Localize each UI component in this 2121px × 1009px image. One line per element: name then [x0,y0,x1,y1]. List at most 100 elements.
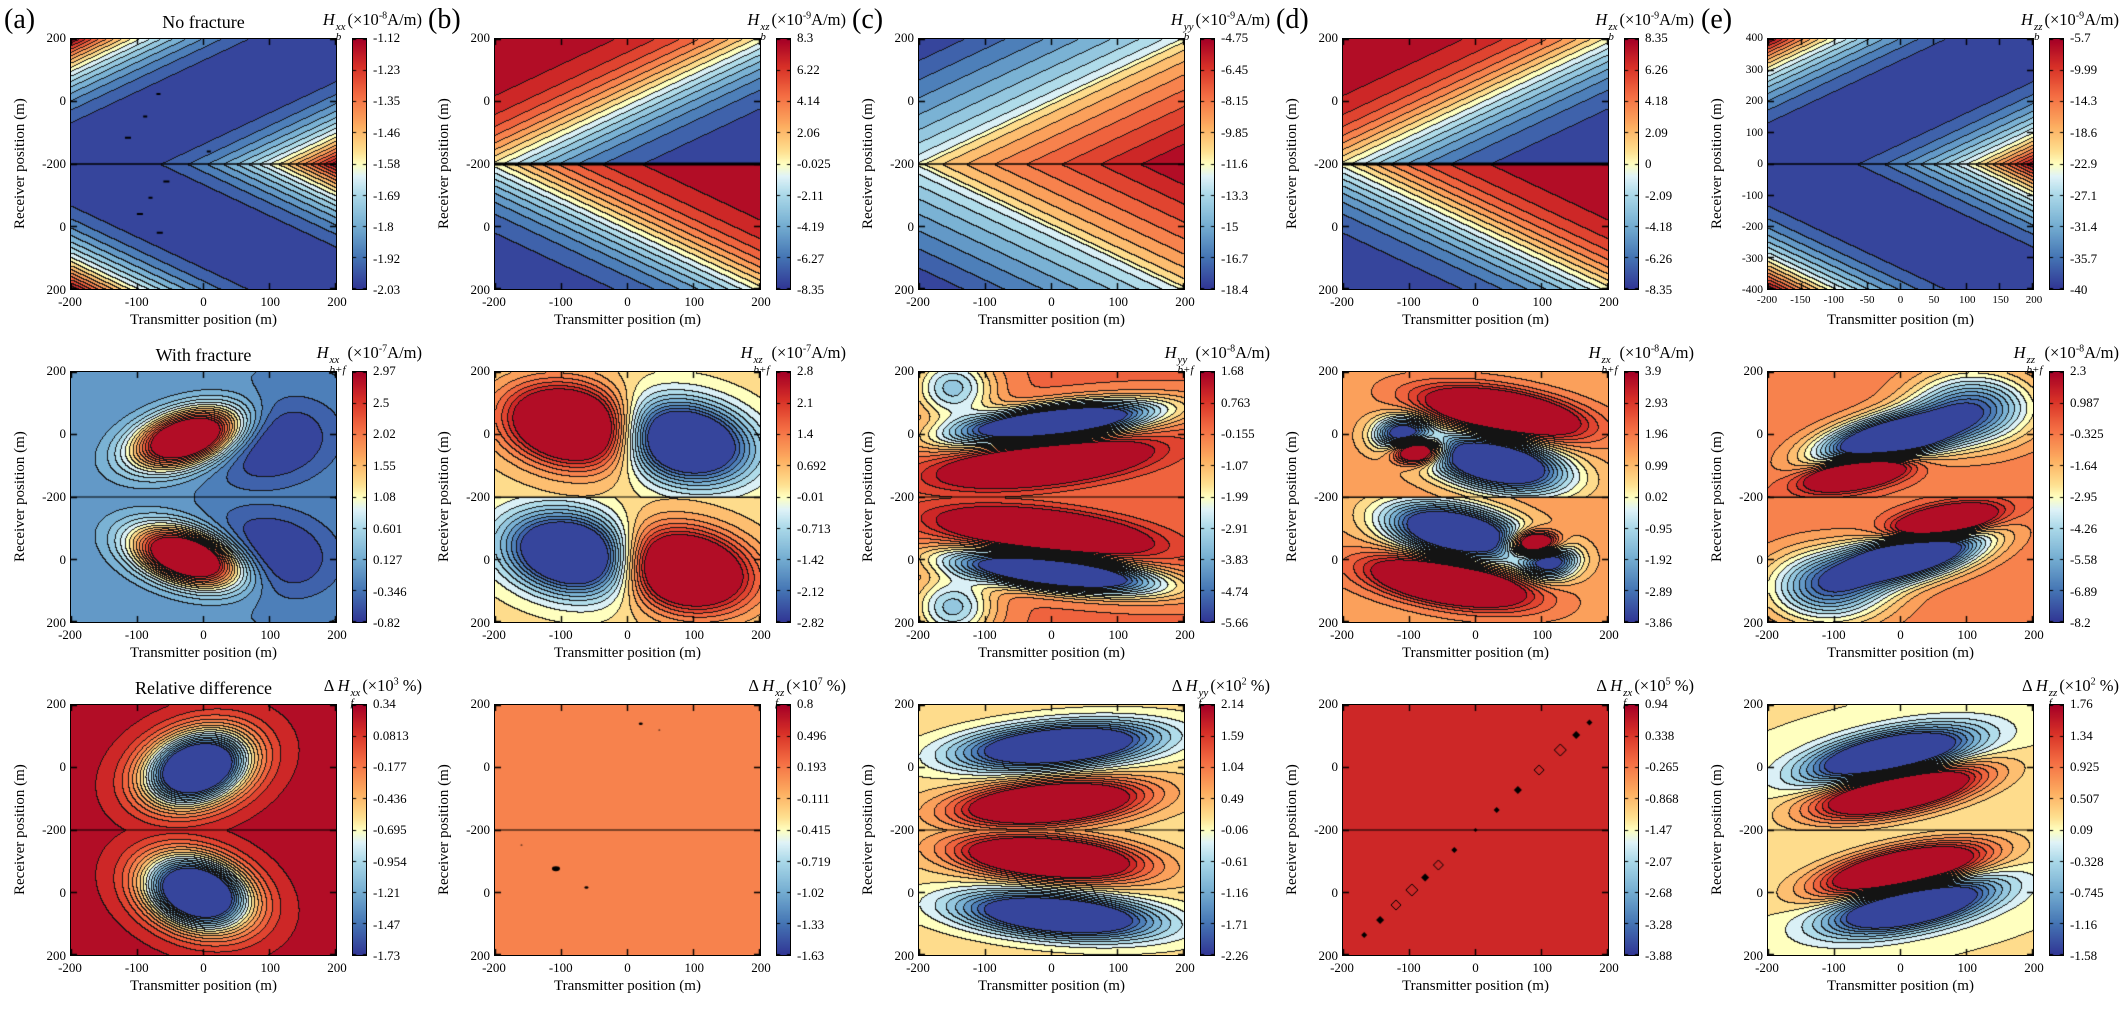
x-tick: 100 [684,960,705,975]
x-tick: 0 [1472,627,1479,642]
field-symbol: H [2021,10,2033,29]
source-subscript: b [1183,31,1190,43]
unit-prefix: (×10 [347,343,379,362]
colorbar [1624,371,1639,623]
x-axis-label: Transmitter position (m) [554,978,701,994]
source-subscript: b+f [329,364,346,376]
y-tick: 0 [59,552,67,567]
panel-letter: (c) [852,4,884,35]
x-tick: -100 [124,960,149,975]
field-symbol: H [1588,343,1601,362]
colorbar-tick: -1.99 [1221,489,1249,504]
y-tick: 0 [59,426,67,441]
unit-exponent: -8 [2075,343,2085,355]
colorbar-tick: 0.763 [1221,394,1251,410]
x-tick: -200 [1756,294,1778,306]
unit-suffix: %) [1246,676,1270,695]
colorbar-canvas [1625,372,1638,622]
x-tick: -200 [1330,627,1354,642]
y-tick: -100 [1741,189,1763,202]
component-superscript: zz [2026,354,2036,366]
y-tick: 0 [907,552,915,567]
source-subscript: b+f [2026,364,2043,376]
y-tick: -200 [466,822,490,837]
delta-prefix: Δ [1171,676,1186,695]
source-subscript: b+f [753,364,770,376]
colorbar-tick: 0.338 [1645,727,1675,743]
colorbar [776,38,791,290]
y-tick: 200 [1743,696,1764,711]
x-axis-label: Transmitter position (m) [1827,312,1974,328]
x-tick: 100 [1108,294,1129,309]
y-tick: 200 [894,615,915,630]
colorbar-tick: -2.95 [2070,489,2098,504]
x-tick: 100 [1532,294,1553,309]
x-tick: 0 [1472,960,1479,975]
x-tick: -100 [1396,627,1421,642]
colorbar-tick: -13.3 [1221,187,1249,203]
y-tick: 200 [46,615,67,630]
x-tick: -200 [482,294,506,309]
x-tick: -150 [1790,294,1811,306]
x-tick: -100 [548,294,573,309]
colorbar-tick: 2.93 [1645,394,1668,410]
unit-suffix: A/m) [387,343,422,362]
source-subscript: f [350,697,354,709]
field-symbol: H [316,343,329,362]
colorbar-tick: 0.987 [2070,394,2100,410]
colorbar [352,704,367,956]
x-tick: 100 [1532,627,1553,642]
colorbar-tick: -6.26 [1645,250,1673,266]
colorbar-canvas [777,39,790,289]
colorbar-tick: -1.47 [373,916,401,932]
y-tick: 0 [59,93,67,108]
contour-plot [1342,371,1609,623]
colorbar-tick: 0.0813 [373,727,409,743]
x-tick: 0 [1048,960,1055,975]
y-tick: 200 [470,696,491,711]
y-tick: 200 [46,30,67,45]
component-superscript: zx [1608,21,1618,33]
colorbar-tick: -2.82 [797,615,825,630]
contour-plot-canvas [495,705,760,955]
x-tick: -200 [1330,294,1354,309]
colorbar-tick: -31.4 [2070,219,2098,234]
colorbar [352,38,367,290]
colorbar-tick: -2.11 [797,187,824,203]
colorbar-tick: -8.2 [2070,615,2091,630]
colorbar-tick: 2.97 [373,363,396,378]
colorbar-tick: 1.96 [1645,426,1668,441]
source-subscript: f [775,697,779,709]
colorbar-canvas [2050,39,2063,289]
colorbar-tick: -3.83 [1221,552,1249,567]
colorbar [2049,704,2064,956]
x-tick: 100 [1959,294,1976,306]
colorbar-canvas [1625,39,1638,289]
row-title: With fracture [155,345,252,365]
y-tick: -200 [890,156,914,171]
x-axis-label: Transmitter position (m) [130,978,277,994]
y-tick: 0 [1331,885,1339,900]
unit-prefix: (×10 [2059,676,2091,695]
x-tick: 100 [260,627,281,642]
contour-plot [1767,704,2034,956]
colorbar-canvas [353,39,366,289]
x-tick: 0 [624,627,631,642]
y-tick: 200 [470,363,491,378]
colorbar-tick: -2.12 [797,583,825,599]
unit-suffix: A/m) [2084,10,2119,29]
colorbar-tick: 6.22 [797,61,820,77]
colorbar-tick: -0.06 [1221,822,1249,837]
colorbar-tick: -2.68 [1645,885,1673,900]
y-tick: 0 [907,219,915,234]
colorbar-tick: -0.025 [797,156,831,171]
x-tick: 200 [751,627,771,642]
x-tick: -200 [906,294,930,309]
colorbar-tick: -0.01 [797,489,825,504]
colorbar-canvas [1625,705,1638,955]
